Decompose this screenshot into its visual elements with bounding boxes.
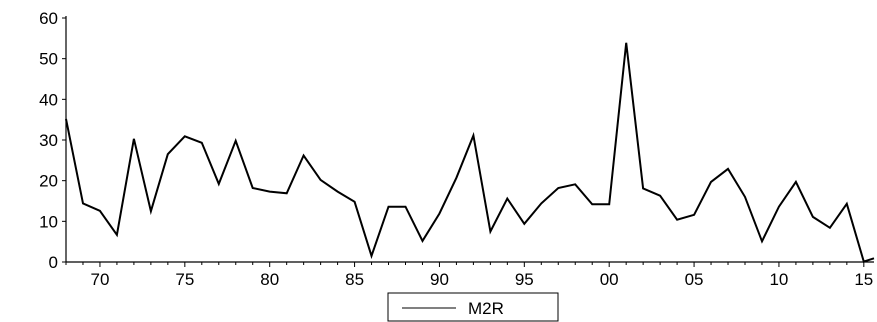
legend-box (387, 292, 559, 322)
y-axis: 0 10 20 30 40 50 60 (39, 9, 66, 272)
x-tick-label: 05 (685, 270, 704, 289)
y-tick-label: 30 (39, 131, 58, 150)
y-tick-label: 60 (39, 9, 58, 28)
y-tick-label: 20 (39, 172, 58, 191)
plot-area (65, 16, 874, 263)
y-tick-label: 40 (39, 90, 58, 109)
x-tick-label: 85 (345, 270, 364, 289)
x-tick-label: 00 (600, 270, 619, 289)
series-line-m2r (65, 42, 875, 263)
y-tick-label: 0 (49, 253, 58, 272)
y-tick-label: 50 (39, 50, 58, 69)
x-tick-label: 75 (175, 270, 194, 289)
x-tick-label: 15 (854, 270, 873, 289)
x-tick-label: 10 (769, 270, 788, 289)
legend-label-m2r: M2R (468, 299, 504, 318)
x-tick-label: 80 (260, 270, 279, 289)
legend: M2R (387, 292, 559, 322)
x-tick-label: 90 (430, 270, 449, 289)
x-tick-label: 95 (515, 270, 534, 289)
x-axis: 70 75 80 85 90 95 00 05 10 15 (65, 262, 873, 289)
series-m2r (65, 42, 875, 263)
x-tick-label: 70 (90, 270, 109, 289)
y-tick-label: 10 (39, 212, 58, 231)
